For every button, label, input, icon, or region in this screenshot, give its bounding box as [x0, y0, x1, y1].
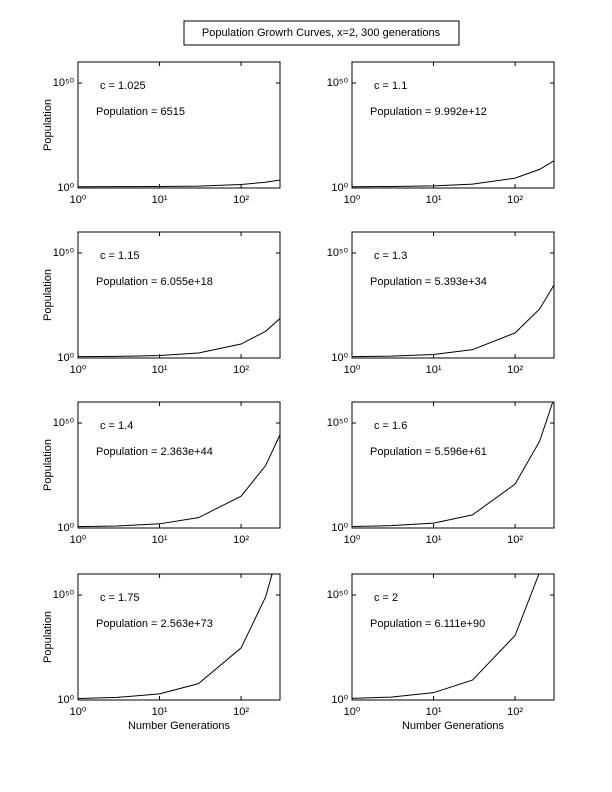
growth-curve	[78, 574, 273, 699]
plot-frame	[351, 61, 555, 189]
y-axis-label: Population	[42, 99, 54, 151]
annotation: Population = 6.055e+18	[96, 276, 213, 288]
y-tick-label: 10⁵⁰	[327, 417, 349, 429]
x-tick-label: 10¹	[152, 364, 168, 376]
x-tick-label: 10¹	[426, 194, 442, 206]
x-tick-label: 10²	[507, 364, 523, 376]
growth-curve	[352, 574, 540, 699]
growth-curve	[78, 179, 280, 188]
x-tick-label: 10²	[233, 534, 249, 546]
annotation: c = 1.75	[100, 592, 139, 604]
annotation: c = 1.4	[100, 420, 133, 432]
plot-frame	[77, 231, 281, 359]
x-tick-label: 10¹	[152, 706, 168, 718]
x-tick-label: 10⁰	[70, 706, 87, 718]
annotation: c = 1.15	[100, 250, 139, 262]
x-tick-label: 10¹	[152, 194, 168, 206]
x-tick-label: 10²	[507, 194, 523, 206]
figure-title: Population Growrh Curves, x=2, 300 gener…	[202, 27, 441, 39]
y-tick-label: 10⁵⁰	[53, 247, 75, 259]
plot-frame	[77, 61, 281, 189]
annotation: Population = 9.992e+12	[370, 106, 487, 118]
annotation: c = 1.3	[374, 250, 407, 262]
y-tick-label: 10⁵⁰	[327, 589, 349, 601]
annotation: c = 1.6	[374, 420, 407, 432]
x-tick-label: 10¹	[426, 364, 442, 376]
y-tick-label: 10⁰	[331, 352, 348, 364]
x-tick-label: 10²	[507, 706, 523, 718]
y-tick-label: 10⁰	[331, 694, 348, 706]
title-box	[183, 20, 460, 46]
x-tick-label: 10⁰	[344, 706, 361, 718]
annotation: Population = 5.393e+34	[370, 276, 487, 288]
y-tick-label: 10⁰	[57, 182, 74, 194]
plot-frame	[77, 573, 281, 701]
y-tick-label: 10⁰	[331, 182, 348, 194]
annotation: c = 2	[374, 592, 398, 604]
y-tick-label: 10⁵⁰	[327, 247, 349, 259]
y-tick-label: 10⁵⁰	[53, 589, 75, 601]
annotation: Population = 5.596e+61	[370, 446, 487, 458]
annotation: c = 1.1	[374, 80, 407, 92]
x-tick-label: 10²	[233, 706, 249, 718]
y-tick-label: 10⁰	[57, 522, 74, 534]
annotation: Population = 6.111e+90	[370, 618, 485, 630]
growth-curve	[78, 318, 280, 358]
x-axis-label: Number Generations	[402, 720, 505, 732]
annotation: Population = 6515	[96, 106, 185, 118]
plot-frame	[77, 401, 281, 529]
x-tick-label: 10⁰	[70, 194, 87, 206]
x-tick-label: 10⁰	[344, 194, 361, 206]
x-tick-label: 10¹	[426, 706, 442, 718]
annotation: c = 1.025	[100, 80, 146, 92]
y-tick-label: 10⁵⁰	[327, 77, 349, 89]
x-tick-label: 10⁰	[344, 534, 361, 546]
y-tick-label: 10⁵⁰	[53, 417, 75, 429]
x-axis-label: Number Generations	[128, 720, 231, 732]
x-tick-label: 10⁰	[70, 534, 87, 546]
y-axis-label: Population	[42, 439, 54, 491]
annotation: Population = 2.563e+73	[96, 618, 213, 630]
plot-frame	[351, 401, 555, 529]
x-tick-label: 10²	[233, 364, 249, 376]
plot-frame	[351, 231, 555, 359]
growth-curve	[78, 434, 280, 528]
annotation: Population = 2.363e+44	[96, 446, 213, 458]
y-tick-label: 10⁰	[57, 352, 74, 364]
x-tick-label: 10¹	[152, 534, 168, 546]
x-tick-label: 10⁰	[70, 364, 87, 376]
plot-frame	[351, 573, 555, 701]
y-axis-label: Population	[42, 611, 54, 663]
x-tick-label: 10²	[507, 534, 523, 546]
x-tick-label: 10¹	[426, 534, 442, 546]
y-tick-label: 10⁵⁰	[53, 77, 75, 89]
growth-curve	[352, 284, 554, 358]
x-tick-label: 10⁰	[344, 364, 361, 376]
y-tick-label: 10⁰	[57, 694, 74, 706]
growth-curve	[352, 402, 554, 527]
growth-curve	[352, 160, 554, 188]
y-tick-label: 10⁰	[331, 522, 348, 534]
x-tick-label: 10²	[233, 194, 249, 206]
y-axis-label: Population	[42, 269, 54, 321]
